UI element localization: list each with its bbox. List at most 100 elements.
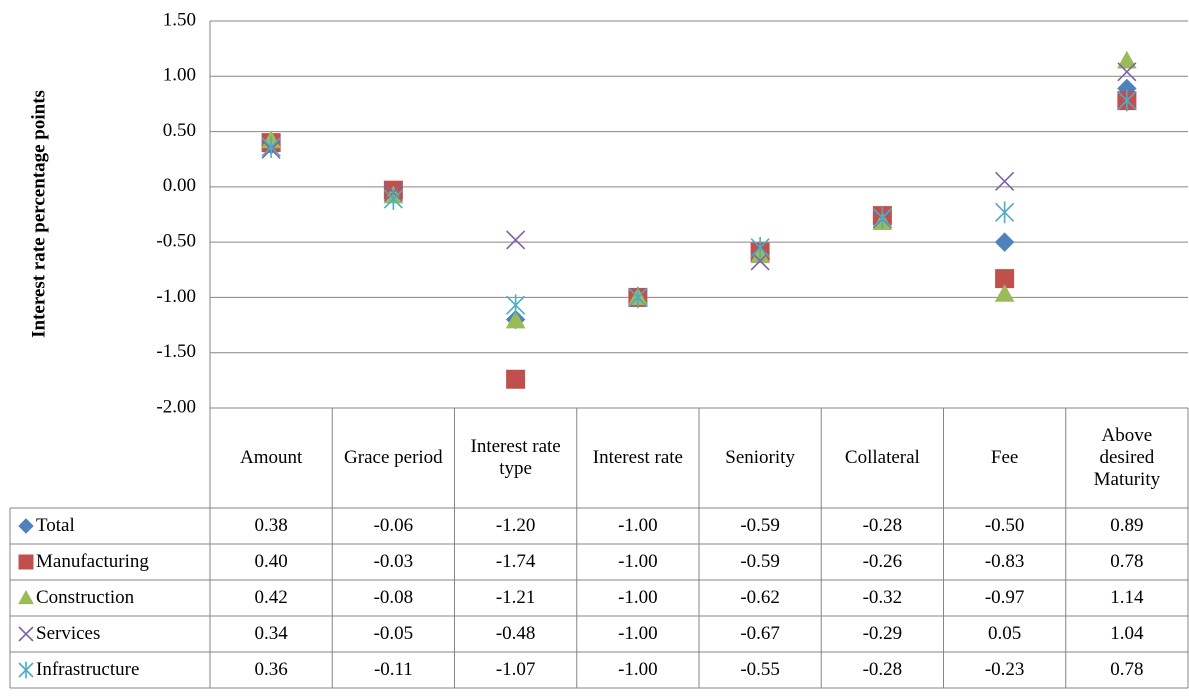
- table-value: -0.28: [862, 515, 903, 536]
- data-point: [506, 369, 526, 389]
- data-point: [261, 136, 281, 158]
- table-value: -0.05: [373, 623, 414, 644]
- data-point: [628, 286, 648, 309]
- table-value: -0.26: [862, 551, 903, 572]
- table-value: -1.74: [495, 551, 536, 572]
- category-label: Grace period: [344, 447, 443, 468]
- table-value: -1.21: [495, 587, 536, 608]
- y-tick-label: -1.50: [156, 341, 196, 362]
- table-value: 0.42: [254, 587, 288, 608]
- table-value: -0.03: [373, 551, 414, 572]
- legend-label: Construction: [36, 587, 135, 608]
- legend-marker: [18, 589, 34, 605]
- data-point: [1117, 89, 1137, 112]
- table-value: -0.50: [984, 515, 1025, 536]
- marker-shape: [1117, 62, 1137, 82]
- table-value: -0.83: [984, 551, 1025, 572]
- legend-marker: [18, 626, 34, 642]
- data-point: [994, 232, 1015, 252]
- category-label: Collateral: [844, 447, 920, 468]
- category-label: Seniority: [725, 447, 795, 468]
- legend-label: Manufacturing: [36, 551, 149, 572]
- table-value: -1.20: [495, 515, 536, 536]
- data-point: [1117, 62, 1137, 82]
- marker-shape: [261, 136, 281, 158]
- table-value: -1.07: [495, 659, 536, 680]
- table-value: -0.11: [373, 659, 413, 680]
- legend-marker: [18, 661, 34, 679]
- marker-shape: [506, 294, 526, 316]
- data-point: [750, 236, 770, 259]
- table-value: 0.05: [988, 623, 1022, 644]
- table-value: -0.28: [862, 659, 903, 680]
- table-value: 1.14: [1110, 587, 1144, 608]
- table-value: -0.29: [862, 623, 903, 644]
- table-value: -0.59: [740, 551, 780, 572]
- y-tick-label: 0.50: [163, 120, 196, 141]
- data-point: [506, 294, 526, 316]
- category-label: Interest rate type: [470, 436, 561, 479]
- table-value: -0.55: [740, 659, 780, 680]
- legend-label: Services: [36, 623, 101, 644]
- y-tick-label: 1.50: [163, 9, 196, 30]
- data-point: [505, 310, 526, 329]
- table-value: -1.00: [618, 587, 658, 608]
- table-value: 0.34: [254, 623, 288, 644]
- category-label: Above desired Maturity: [1093, 425, 1161, 490]
- table-value: -0.59: [740, 515, 780, 536]
- table-value: -0.62: [740, 587, 780, 608]
- table-value: 0.40: [254, 551, 288, 572]
- marker-shape: [506, 230, 526, 250]
- y-tick-label: -0.50: [156, 231, 196, 252]
- data-point: [994, 284, 1015, 302]
- marker-shape: [1117, 50, 1137, 69]
- category-label: Amount: [239, 447, 303, 468]
- marker-shape: [383, 188, 403, 210]
- table-value: -0.23: [984, 659, 1025, 680]
- data-point: [1117, 50, 1137, 69]
- marker-shape: [1117, 89, 1137, 112]
- marker-shape: [995, 201, 1015, 224]
- legend-marker: [18, 554, 34, 570]
- table-value: -0.06: [373, 515, 414, 536]
- data-point: [383, 188, 403, 210]
- category-label: Fee: [990, 447, 1019, 468]
- table-value: -0.32: [862, 587, 903, 608]
- marker-shape: [18, 589, 34, 605]
- marker-shape: [872, 207, 892, 229]
- marker-shape: [18, 626, 34, 642]
- marker-shape: [994, 284, 1015, 302]
- marker-shape: [994, 232, 1015, 252]
- y-axis-title: Interest rate percentage points: [28, 90, 49, 338]
- table-value: -1.00: [618, 659, 658, 680]
- marker-shape: [628, 286, 648, 309]
- data-point: [995, 171, 1015, 191]
- legend-label: Infrastructure: [36, 659, 140, 680]
- marker-shape: [750, 251, 770, 271]
- marker-shape: [18, 518, 34, 534]
- table-value: -1.00: [618, 515, 658, 536]
- table-value: 0.78: [1110, 551, 1144, 572]
- y-tick-label: 1.00: [163, 65, 196, 86]
- table-value: 0.78: [1110, 659, 1144, 680]
- data-point: [506, 230, 526, 250]
- table-value: 0.36: [254, 659, 288, 680]
- legend-label: Total: [36, 515, 75, 536]
- marker-shape: [18, 661, 34, 679]
- marker-shape: [505, 310, 526, 329]
- data-point: [750, 251, 770, 271]
- data-point: [995, 201, 1015, 224]
- y-tick-label: 0.00: [163, 175, 196, 196]
- y-tick-label: -1.00: [156, 286, 196, 307]
- category-label: Interest rate: [592, 447, 683, 468]
- marker-shape: [18, 554, 34, 570]
- data-point: [872, 207, 892, 229]
- legend-marker: [18, 518, 34, 534]
- table-value: -1.00: [618, 623, 658, 644]
- table-value: 1.04: [1110, 623, 1144, 644]
- table-value: -0.67: [740, 623, 780, 644]
- marker-shape: [506, 369, 526, 389]
- table-value: -1.00: [618, 551, 658, 572]
